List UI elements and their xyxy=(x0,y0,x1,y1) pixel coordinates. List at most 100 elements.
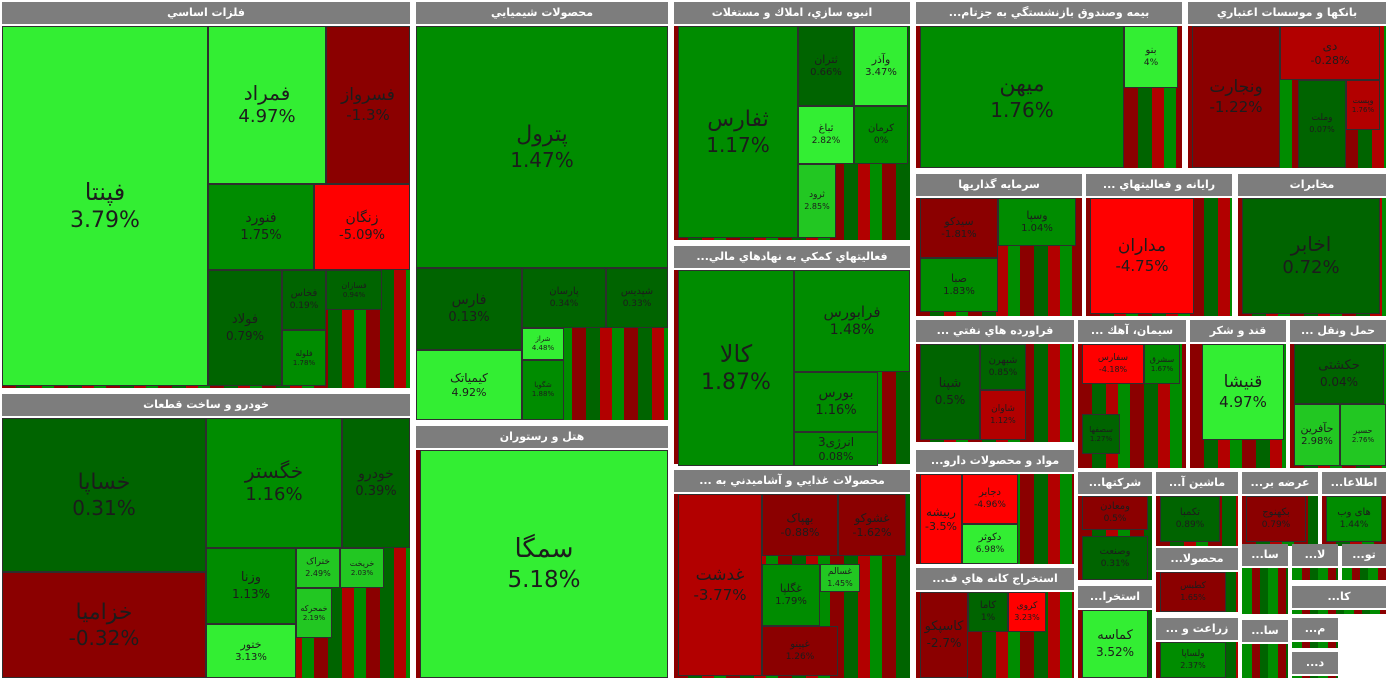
stock-tile[interactable]: بورس 1.16% xyxy=(794,372,878,432)
sector-title[interactable]: عرضه بر... xyxy=(1242,472,1318,494)
stock-tile[interactable]: اخابر 0.72% xyxy=(1242,198,1380,314)
stock-tile[interactable]: وسپا 1.04% xyxy=(998,198,1076,246)
stock-tile[interactable]: کیمیاتک 4.92% xyxy=(416,350,522,420)
sector-title[interactable]: محصولا... xyxy=(1156,548,1238,570)
sector-title[interactable]: خودرو و ساخت قطعات xyxy=(2,394,410,416)
sector-title[interactable]: سيمان، آهك ... xyxy=(1078,320,1186,342)
sector-title[interactable]: فراورده هاي نفتي ... xyxy=(916,320,1074,342)
stock-tile[interactable]: ربیشه -3.5% xyxy=(920,474,962,564)
sector-title[interactable]: سرمايه گذاريها xyxy=(916,174,1082,196)
stock-tile[interactable]: فسرواز -1.3% xyxy=(326,26,410,184)
stock-tile[interactable]: خودرو 0.39% xyxy=(342,418,410,548)
stock-tile[interactable]: وصنعت 0.31% xyxy=(1082,536,1148,580)
sector-title[interactable]: د... xyxy=(1292,652,1338,674)
stock-tile[interactable]: صبا 1.83% xyxy=(920,258,998,312)
stock-tile[interactable]: خزامیا -0.32% xyxy=(2,572,206,678)
stock-tile[interactable]: دی -0.28% xyxy=(1280,26,1380,80)
stock-tile[interactable]: ثفارس 1.17% xyxy=(678,26,798,238)
stock-tile[interactable]: ثباغ 2.82% xyxy=(798,106,854,164)
stock-tile[interactable]: دکوثر 6.98% xyxy=(962,524,1018,564)
stock-tile[interactable]: شپدیس 0.33% xyxy=(606,268,668,328)
stock-tile[interactable]: فمراد 4.97% xyxy=(208,26,326,184)
stock-tile[interactable]: خمحرکه 2.19% xyxy=(296,588,332,638)
stock-tile[interactable]: وپست 1.76% xyxy=(1346,80,1380,130)
stock-tile[interactable]: فنورد 1.75% xyxy=(208,184,314,270)
stock-tile[interactable]: حآفرین 2.98% xyxy=(1294,404,1340,466)
sector-title[interactable]: محصولات شيميايي xyxy=(416,2,668,24)
stock-tile[interactable]: غدشت -3.77% xyxy=(678,494,762,676)
stock-tile[interactable]: ولساپا 2.37% xyxy=(1160,642,1226,678)
sector-title[interactable]: مواد و محصولات دارو... xyxy=(916,450,1074,472)
sector-title[interactable]: اطلاعا... xyxy=(1322,472,1386,494)
stock-tile[interactable]: سیدکو -1.81% xyxy=(920,198,998,258)
stock-tile[interactable]: شبهرن 0.85% xyxy=(980,344,1026,390)
sector-title[interactable]: استخرا... xyxy=(1078,586,1152,608)
stock-tile[interactable]: سصفها 1.27% xyxy=(1082,414,1120,454)
stock-tile[interactable]: شگویا 1.88% xyxy=(522,360,564,420)
sector-title[interactable]: کا... xyxy=(1292,586,1386,608)
stock-tile[interactable]: حسیر 2.76% xyxy=(1340,404,1386,466)
stock-tile[interactable]: فرابورس 1.48% xyxy=(794,270,910,372)
stock-tile[interactable]: فپنتا 3.79% xyxy=(2,26,208,386)
stock-tile[interactable]: بنو 4% xyxy=(1124,26,1178,88)
sector-title[interactable]: لا... xyxy=(1292,544,1338,566)
stock-tile[interactable]: سشرق 1.67% xyxy=(1144,344,1180,384)
stock-tile[interactable]: پارسان 0.34% xyxy=(522,268,606,328)
stock-tile[interactable]: کاما 1% xyxy=(968,592,1008,632)
stock-tile[interactable]: کالا 1.87% xyxy=(678,270,794,466)
sector-title[interactable]: حمل ونقل ... xyxy=(1290,320,1386,342)
sector-title[interactable]: بانكها و موسسات اعتباري xyxy=(1188,2,1386,24)
stock-tile[interactable]: غشوکو -1.62% xyxy=(838,494,906,556)
stock-tile[interactable]: فولاد 0.79% xyxy=(208,270,282,386)
stock-tile[interactable]: شراز 4.48% xyxy=(522,328,564,360)
sector-title[interactable]: فلزات اساسي xyxy=(2,2,410,24)
stock-tile[interactable]: قنیشا 4.97% xyxy=(1202,344,1284,440)
stock-tile[interactable]: غسالم 1.45% xyxy=(820,564,860,592)
stock-tile[interactable]: خگستر 1.16% xyxy=(206,418,342,548)
stock-tile[interactable]: حکشتی 0.04% xyxy=(1294,344,1384,404)
stock-tile[interactable]: وملت 0.07% xyxy=(1298,80,1346,168)
stock-tile[interactable]: کرمان 0% xyxy=(854,106,908,164)
sector-title[interactable]: محصولات غذايي و آشاميدني به ... xyxy=(674,470,910,492)
sector-title[interactable]: قند و شكر xyxy=(1190,320,1286,342)
sector-title[interactable]: استخراج كانه هاي ف... xyxy=(916,568,1074,590)
stock-tile[interactable]: انرژی3 0.08% xyxy=(794,432,878,466)
sector-title[interactable]: ماشين آ... xyxy=(1156,472,1238,494)
stock-tile[interactable]: شپنا 0.5% xyxy=(920,344,980,440)
stock-tile[interactable]: ختراک 2.49% xyxy=(296,548,340,588)
stock-tile[interactable]: کماسه 3.52% xyxy=(1082,610,1148,678)
sector-title[interactable]: م... xyxy=(1292,618,1338,640)
stock-tile[interactable]: کاسپکو -2.7% xyxy=(920,592,968,678)
stock-tile[interactable]: تکمبا 0.89% xyxy=(1160,496,1220,542)
stock-tile[interactable]: فسازان 0.94% xyxy=(326,270,382,310)
stock-tile[interactable]: غگلپا 1.79% xyxy=(762,564,820,626)
stock-tile[interactable]: مداران -4.75% xyxy=(1090,198,1194,314)
stock-tile[interactable]: سمگا 5.18% xyxy=(420,450,668,678)
sector-title[interactable]: سا... xyxy=(1242,544,1288,566)
stock-tile[interactable]: خریخت 2.03% xyxy=(340,548,384,588)
stock-tile[interactable]: غپینو 1.26% xyxy=(762,626,838,676)
stock-tile[interactable]: بهپاک -0.88% xyxy=(762,494,838,556)
sector-title[interactable]: تو... xyxy=(1342,544,1386,566)
stock-tile[interactable]: فارس 0.13% xyxy=(416,268,522,350)
sector-title[interactable]: هتل و رستوران xyxy=(416,426,668,448)
stock-tile[interactable]: فلوله 1.78% xyxy=(282,330,326,386)
stock-tile[interactable]: دجابر -4.96% xyxy=(962,474,1018,524)
stock-tile[interactable]: میهن 1.76% xyxy=(920,26,1124,168)
stock-tile[interactable]: ومعادن 0.5% xyxy=(1082,496,1148,530)
sector-title[interactable]: بيمه وصندوق بازنشستگي به جزتام... xyxy=(916,2,1182,24)
stock-tile[interactable]: ثرود 2.85% xyxy=(798,164,836,238)
sector-title[interactable]: سا... xyxy=(1242,620,1288,642)
sector-title[interactable]: رايانه و فعاليتهاي ... xyxy=(1086,174,1232,196)
stock-tile[interactable]: فخاس 0.19% xyxy=(282,270,326,330)
stock-tile[interactable]: سفارس -4.18% xyxy=(1082,344,1144,384)
stock-tile[interactable]: خساپا 0.31% xyxy=(2,418,206,572)
stock-tile[interactable]: وزنا 1.13% xyxy=(206,548,296,624)
stock-tile[interactable]: ثتران 0.66% xyxy=(798,26,854,106)
stock-tile[interactable]: زنگان -5.09% xyxy=(314,184,410,270)
sector-title[interactable]: شركتها... xyxy=(1078,472,1152,494)
stock-tile[interactable]: ونجارت -1.22% xyxy=(1192,26,1280,168)
stock-tile[interactable]: پترول 1.47% xyxy=(416,26,668,268)
sector-title[interactable]: انبوه سازي، املاك و مستغلات xyxy=(674,2,910,24)
stock-tile[interactable]: بکهنوج 0.79% xyxy=(1246,496,1306,542)
